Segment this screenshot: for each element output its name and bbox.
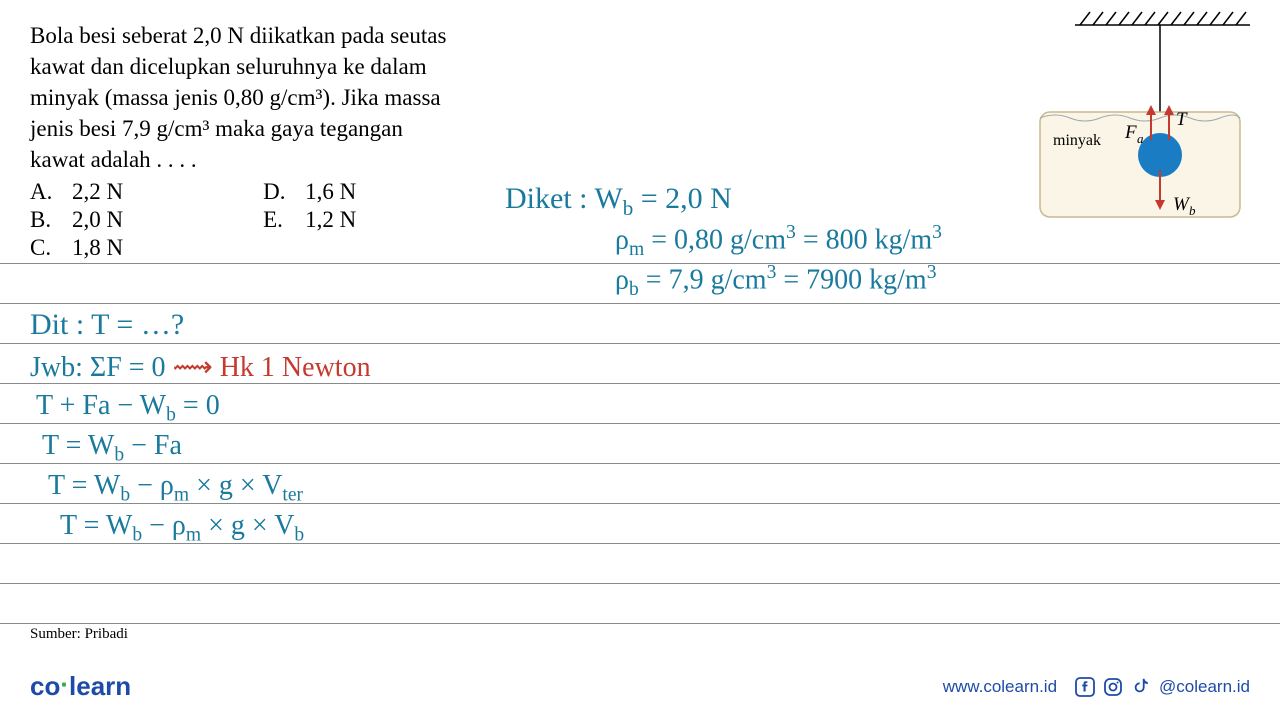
facebook-icon [1075,677,1095,697]
footer: co·learn www.colearn.id @colearn.id [0,671,1280,702]
hw-jwb: Jwb: ΣF = 0 ⟿ Hk 1 Newton [30,350,371,384]
question-line: kawat dan dicelupkan seluruhnya ke dalam [30,54,427,79]
hw-dit: Dit : T = …? [30,308,184,342]
question-line: Bola besi seberat 2,0 N diikatkan pada s… [30,23,446,48]
hw-diket: Diket : Wb = 2,0 N [505,182,732,221]
footer-handle: @colearn.id [1159,677,1250,697]
question-text: Bola besi seberat 2,0 N diikatkan pada s… [30,20,520,175]
tiktok-icon [1131,677,1151,697]
hw-eq3: T = Wb − ρm × g × Vter [48,470,303,507]
instagram-icon [1103,677,1123,697]
option-b: B.2,0 N [30,207,123,233]
question-line: kawat adalah . . . . [30,147,197,172]
hw-eq4: T = Wb − ρm × g × Vb [60,510,304,547]
label-minyak: minyak [1053,132,1101,149]
hw-eq2: T = Wb − Fa [42,430,182,467]
label-t: T [1176,109,1188,130]
question-line: jenis besi 7,9 g/cm³ maka gaya tegangan [30,116,403,141]
option-a: A.2,2 N [30,179,123,205]
hw-rho-m: ρm = 0,80 g/cm3 = 800 kg/m3 [615,222,942,261]
option-e: E.1,2 N [263,207,356,233]
svg-text:a: a [1137,131,1144,146]
social-icons: @colearn.id [1075,677,1250,697]
working-area: Dit : T = …? Jwb: ΣF = 0 ⟿ Hk 1 Newton T… [0,264,1280,624]
footer-url: www.colearn.id [943,677,1057,697]
option-d: D.1,6 N [263,179,356,205]
svg-text:b: b [1189,203,1196,218]
physics-diagram: minyak F a T W b [955,10,1250,220]
hw-eq1: T + Fa − Wb = 0 [36,390,220,427]
source-text: Sumber: Pribadi [0,626,1280,643]
colearn-logo: co·learn [30,671,131,702]
option-c: C.1,8 N [30,235,123,261]
question-line: minyak (massa jenis 0,80 g/cm³). Jika ma… [30,85,441,110]
label-fa: F [1124,122,1137,143]
